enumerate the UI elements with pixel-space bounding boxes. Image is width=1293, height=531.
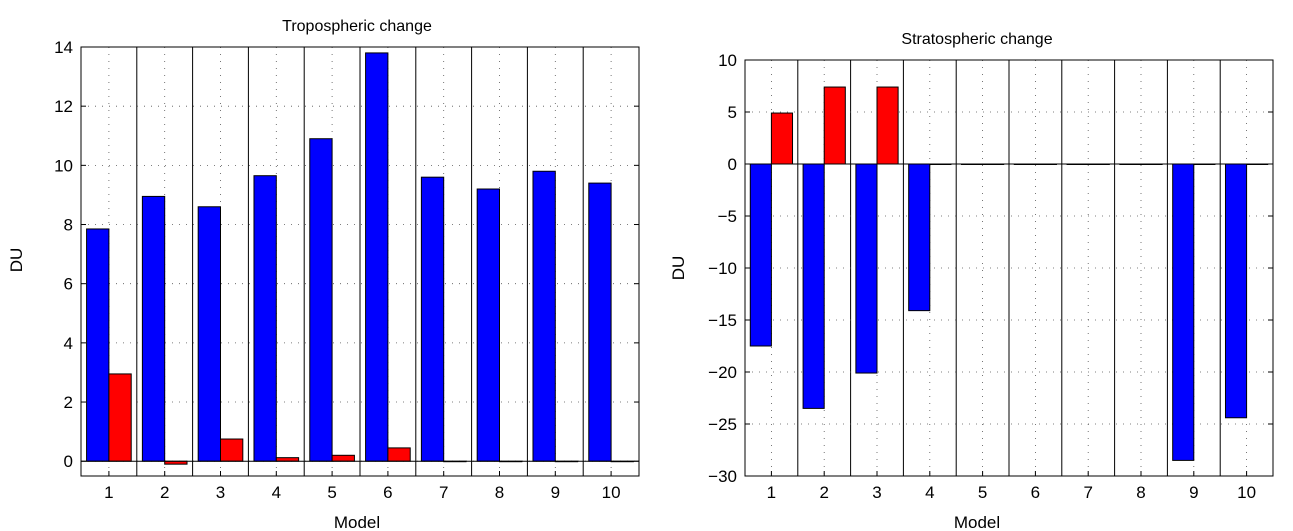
bar xyxy=(855,163,878,374)
x-tick-label: 8 xyxy=(1136,483,1145,502)
y-tick-label: 14 xyxy=(54,38,73,57)
chart-title: Tropospheric change xyxy=(282,18,432,35)
y-tick-label: 4 xyxy=(64,334,73,353)
x-tick-label: 5 xyxy=(327,483,336,502)
axes-box xyxy=(80,46,640,477)
bar xyxy=(275,457,300,462)
x-tick-label: 3 xyxy=(216,483,225,502)
y-tick-label: −5 xyxy=(718,207,737,226)
x-tick-label: 9 xyxy=(551,483,560,502)
chart-stratospheric: Stratospheric change DU Model 10 5 0 −5 −10 −… xyxy=(669,31,1274,531)
y-tick-label: −25 xyxy=(708,415,737,434)
y-tick-label: −10 xyxy=(708,259,737,278)
y-tick-label: −30 xyxy=(708,467,737,486)
bar xyxy=(476,188,500,462)
x-tick-label: 3 xyxy=(872,483,881,502)
bar xyxy=(197,206,221,462)
x-tick-label: 5 xyxy=(978,483,987,502)
bar xyxy=(749,163,772,347)
y-tick-label: 8 xyxy=(64,216,73,235)
bar xyxy=(1224,163,1248,419)
y-tick-label: 5 xyxy=(728,103,737,122)
chart-tropospheric: Tropospheric change DU Model 02468101214… xyxy=(7,18,640,531)
y-axis-label: DU xyxy=(669,256,688,281)
bar xyxy=(802,163,825,409)
y-tick-label: 0 xyxy=(64,452,73,471)
x-tick-label: 10 xyxy=(1237,483,1256,502)
bar xyxy=(141,195,166,462)
x-tick-label: 2 xyxy=(160,483,169,502)
bar xyxy=(770,112,794,165)
x-tick-label: 2 xyxy=(819,483,828,502)
bar xyxy=(876,86,899,165)
x-tick-label: 7 xyxy=(1083,483,1092,502)
y-tick-label: 12 xyxy=(54,97,73,116)
bar xyxy=(108,373,132,462)
bar xyxy=(220,438,244,462)
x-tick-label: 9 xyxy=(1189,483,1198,502)
y-tick-label: −20 xyxy=(708,363,737,382)
bar xyxy=(420,176,445,462)
y-tick-label: 6 xyxy=(64,275,73,294)
bar xyxy=(1172,163,1195,461)
bar xyxy=(309,138,333,462)
x-tick-label: 4 xyxy=(272,483,281,502)
y-tick-label: −15 xyxy=(708,311,737,330)
bar xyxy=(532,170,556,462)
bar xyxy=(588,182,612,462)
x-tick-label: 1 xyxy=(104,483,113,502)
x-tick-label: 8 xyxy=(495,483,504,502)
y-tick-label: 2 xyxy=(64,393,73,412)
x-tick-label: 10 xyxy=(602,483,621,502)
x-axis-label: Model xyxy=(954,513,1000,531)
x-tick-label: 7 xyxy=(439,483,448,502)
bar xyxy=(823,86,846,165)
bar xyxy=(86,228,110,462)
bar xyxy=(253,175,277,462)
chart-title: Stratospheric change xyxy=(901,31,1052,48)
y-axis-label: DU xyxy=(7,248,26,273)
bar xyxy=(331,454,355,462)
y-tick-label: 10 xyxy=(718,51,737,70)
x-tick-label: 6 xyxy=(1031,483,1040,502)
x-tick-label: 6 xyxy=(383,483,392,502)
y-tick-label: 10 xyxy=(54,156,73,175)
bar xyxy=(908,163,931,312)
y-tick-label: 0 xyxy=(728,155,737,174)
x-tick-label: 1 xyxy=(767,483,776,502)
x-tick-label: 4 xyxy=(925,483,934,502)
bar xyxy=(387,447,411,462)
x-axis-label: Model xyxy=(334,513,380,531)
bar xyxy=(365,52,389,462)
